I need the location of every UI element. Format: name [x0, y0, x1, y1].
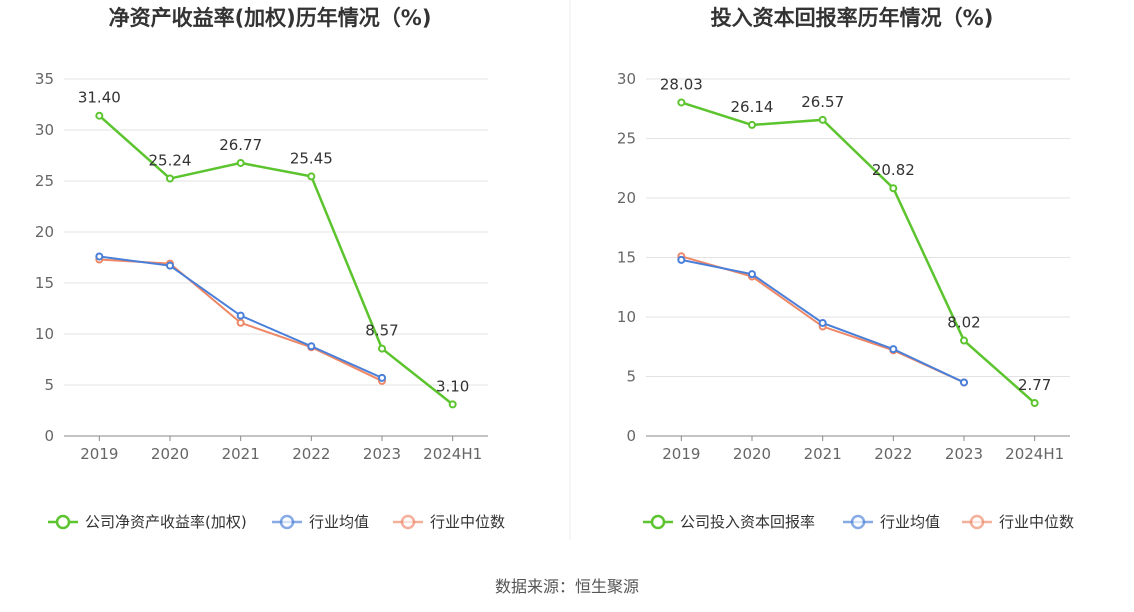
- x-tick-label: 2020: [733, 445, 771, 463]
- y-tick-label: 10: [35, 325, 54, 343]
- industry-avg-series-point: [960, 378, 968, 387]
- company-series-line: [680, 101, 1036, 404]
- legend-swatch-marker: [969, 514, 985, 530]
- x-tick-label: 2022: [292, 445, 330, 463]
- legend-label: 行业中位数: [999, 513, 1074, 531]
- industry-avg-series-point: [889, 345, 898, 354]
- legend-swatch-marker: [400, 514, 416, 530]
- data-label: 20.82: [872, 161, 915, 179]
- legend-label: 行业中位数: [430, 513, 505, 531]
- company-series-point: [378, 344, 386, 353]
- legend-item[interactable]: 行业均值: [272, 513, 369, 531]
- legend-swatch-marker: [55, 514, 71, 530]
- y-tick-label: 20: [35, 223, 54, 241]
- data-label: 3.10: [436, 377, 469, 395]
- y-tick-label: 25: [617, 130, 636, 148]
- y-tick-label: 35: [35, 70, 54, 88]
- y-tick-label: 30: [35, 121, 54, 139]
- industry-avg-series-point: [378, 373, 386, 382]
- company-series-point: [95, 111, 104, 120]
- company-series-point: [307, 172, 316, 181]
- legend-item[interactable]: 公司投入资本回报率: [643, 513, 815, 531]
- y-tick-label: 5: [44, 376, 54, 394]
- y-tick-label: 25: [35, 172, 54, 190]
- data-label: 2.77: [1018, 376, 1051, 394]
- x-tick-label: 2024H1: [423, 445, 482, 463]
- legend-item[interactable]: 行业中位数: [962, 513, 1074, 531]
- chart-title: 投入资本回报率历年情况（%): [711, 6, 994, 30]
- industry-avg-series-point: [166, 261, 174, 270]
- chart-title: 净资产收益率(加权)历年情况（%): [109, 6, 432, 30]
- company-series-point: [748, 120, 756, 129]
- x-tick-label: 2019: [80, 445, 118, 463]
- company-series-point: [889, 184, 898, 193]
- y-tick-label: 30: [617, 70, 636, 88]
- x-tick-label: 2023: [945, 445, 983, 463]
- x-tick-label: 2022: [874, 445, 912, 463]
- company-series-point: [166, 174, 174, 183]
- company-series-point: [1030, 399, 1039, 408]
- data-label: 8.57: [365, 322, 398, 340]
- data-label: 26.57: [801, 93, 844, 111]
- x-tick-label: 2024H1: [1005, 445, 1064, 463]
- roic-chart: 投入资本回报率历年情况（%) 0 5 10 15 20 25 30 2019 2020 2021 20…: [617, 6, 1074, 531]
- source-note: 数据来源：恒生聚源: [495, 577, 639, 596]
- legend-label: 行业均值: [309, 513, 369, 531]
- legend-swatch-marker: [850, 514, 866, 530]
- x-tick-label: 2023: [363, 445, 401, 463]
- x-tick-label: 2019: [662, 445, 700, 463]
- industry-median-series-point: [236, 318, 245, 327]
- legend-label: 公司投入资本回报率: [680, 513, 815, 531]
- company-series-point: [960, 336, 968, 345]
- industry-avg-series-point: [307, 342, 316, 351]
- roe-chart: 净资产收益率(加权)历年情况（%) 0 5 10 15 20 25 30 35 2019 2020 2…: [35, 6, 505, 531]
- x-tick-label: 2020: [151, 445, 189, 463]
- company-series-point: [818, 115, 827, 124]
- industry-avg-series-point: [236, 311, 245, 320]
- x-tick-label: 2021: [222, 445, 260, 463]
- data-label: 8.02: [947, 314, 980, 332]
- y-tick-label: 15: [617, 249, 636, 267]
- y-tick-label: 20: [617, 189, 636, 207]
- legend-item[interactable]: 行业中位数: [393, 513, 505, 531]
- company-series-point: [236, 158, 245, 167]
- legend-swatch-marker: [279, 514, 295, 530]
- y-tick-label: 0: [626, 427, 636, 445]
- legend-item[interactable]: 行业均值: [843, 513, 940, 531]
- company-series-point: [448, 400, 457, 409]
- data-label: 31.40: [78, 89, 121, 107]
- legend-label: 行业均值: [880, 513, 940, 531]
- data-label: 26.14: [731, 98, 774, 116]
- data-label: 28.03: [660, 75, 703, 93]
- y-tick-label: 10: [617, 308, 636, 326]
- data-label: 25.45: [290, 149, 333, 167]
- legend-swatch-marker: [650, 514, 666, 530]
- data-label: 25.24: [149, 152, 192, 170]
- legend-item[interactable]: 公司净资产收益率(加权): [48, 513, 247, 531]
- y-tick-label: 5: [626, 368, 636, 386]
- legend-label: 公司净资产收益率(加权): [85, 513, 247, 531]
- industry-avg-series-point: [95, 252, 104, 261]
- x-tick-label: 2021: [804, 445, 842, 463]
- industry-avg-series-point: [677, 255, 686, 264]
- y-tick-label: 15: [35, 274, 54, 292]
- industry-avg-series-point: [818, 318, 827, 327]
- y-tick-label: 0: [44, 427, 54, 445]
- industry-avg-series-point: [748, 270, 756, 279]
- company-series-line: [98, 114, 454, 406]
- data-label: 26.77: [219, 136, 262, 154]
- company-series-point: [677, 98, 686, 107]
